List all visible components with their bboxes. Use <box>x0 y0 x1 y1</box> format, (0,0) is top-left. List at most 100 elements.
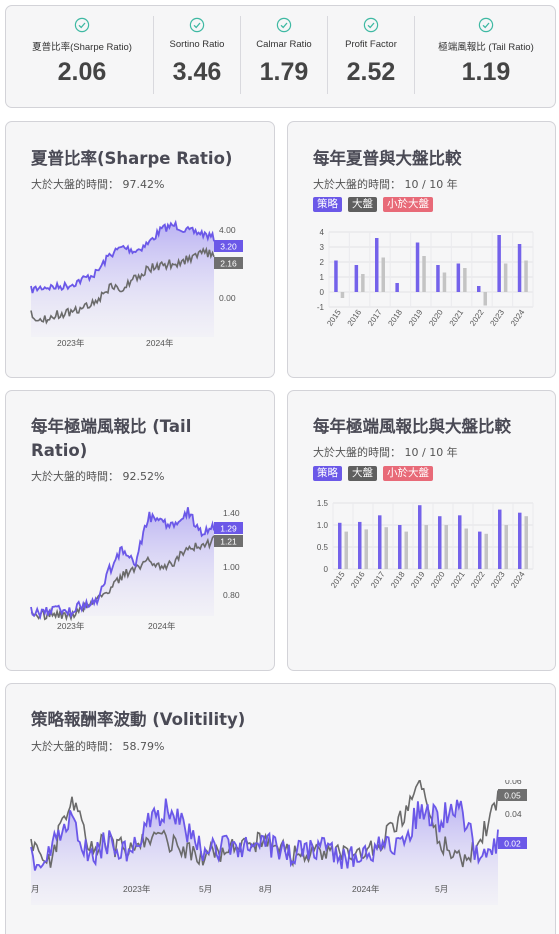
x-tick-label: 5月 <box>435 884 448 894</box>
strategy-area <box>31 222 214 337</box>
strategy-bar <box>378 515 382 569</box>
card-title: 夏普比率(Sharpe Ratio) <box>31 149 233 168</box>
market-bar <box>503 263 508 292</box>
x-tick-label: 2019 <box>409 570 427 590</box>
market-bar <box>361 274 365 292</box>
card-subtitle: 大於大盤的時間： 97.42% <box>31 178 165 191</box>
card-subtitle: 大於大盤的時間： 10 / 10 年 <box>313 178 458 191</box>
market-bar <box>384 527 388 569</box>
check-circle-icon <box>478 17 494 33</box>
card-subtitle: 大於大盤的時間： 92.52% <box>31 470 165 483</box>
strategy-bar <box>518 512 522 569</box>
metric-label: Calmar Ratio <box>256 39 312 50</box>
market-bar <box>404 531 408 569</box>
y-tick-label: 1.00 <box>223 562 240 572</box>
x-tick-label: 2018 <box>386 308 404 328</box>
strategy-end-label-text: 1.29 <box>220 524 237 534</box>
x-tick-label: 2024年 <box>148 621 176 631</box>
y-tick-label: 2 <box>320 258 325 267</box>
metric-profit-factor: Profit Factor 2.52 <box>328 6 414 109</box>
strategy-bar <box>398 525 402 569</box>
market-bar <box>504 525 508 569</box>
legend-strategy: 策略 <box>313 197 342 212</box>
strategy-bar <box>458 515 462 569</box>
metric-value: 2.52 <box>346 58 396 86</box>
y-tick-label: 0 <box>324 565 329 574</box>
x-tick-label: 2023年 <box>123 884 151 894</box>
x-tick-label: 月 <box>31 884 40 894</box>
market-bar <box>464 528 468 569</box>
metric-tail-ratio: 極端風報比 (Tail Ratio) 1.19 <box>415 6 557 109</box>
y-tick-label: 3 <box>320 243 325 252</box>
x-tick-label: 2023 <box>489 570 507 590</box>
strategy-bar <box>354 265 359 292</box>
y-tick-label: 4 <box>320 228 325 237</box>
x-tick-label: 2015 <box>329 570 347 590</box>
strategy-line <box>30 798 499 871</box>
card-title: 每年極端風報比與大盤比較 <box>313 417 511 436</box>
y-tick-label: 1.0 <box>317 521 329 530</box>
x-tick-label: 5月 <box>199 884 212 894</box>
legend-below-market: 小於大盤 <box>383 466 433 481</box>
strategy-bar <box>415 242 420 292</box>
sharpe-compare-card: 每年夏普與大盤比較 大於大盤的時間： 10 / 10 年 策略 大盤 小於大盤 … <box>287 121 556 378</box>
market-bar <box>484 533 488 569</box>
market-bar <box>463 268 467 292</box>
x-tick-label: 2021 <box>449 570 467 590</box>
metric-sortino: Sortino Ratio 3.46 <box>154 6 240 109</box>
metric-label: 極端風報比 (Tail Ratio) <box>438 42 534 53</box>
market-bar <box>424 525 428 569</box>
x-tick-label: 2023 <box>488 308 506 328</box>
market-bar <box>364 529 368 569</box>
x-tick-label: 8月 <box>259 884 272 894</box>
strategy-bar <box>517 244 522 292</box>
y-tick-label: 1.5 <box>317 499 329 508</box>
y-tick-label: 0.04 <box>505 809 522 819</box>
x-tick-label: 2024 <box>509 570 527 590</box>
check-circle-icon <box>74 17 90 33</box>
metric-label: 夏普比率(Sharpe Ratio) <box>32 42 132 53</box>
market-line <box>30 535 215 622</box>
volatility-card: 策略報酬率波動 (Volitility) 大於大盤的時間： 58.79% 0.0… <box>5 683 556 934</box>
x-tick-label: 2021 <box>448 308 466 328</box>
check-circle-icon <box>189 17 205 33</box>
market-bar <box>344 531 348 569</box>
y-tick-label: 0.80 <box>223 590 240 600</box>
divider <box>414 16 415 94</box>
strategy-bar <box>395 283 399 292</box>
tail-line-chart: 1.40 1.00 0.80 2023年 2024年 1.29 1.21 <box>30 507 243 631</box>
metric-value: 2.06 <box>57 58 107 86</box>
tail-card: 每年極端風報比 (Tail Ratio) 大於大盤的時間： 92.52% 1.4… <box>5 390 275 671</box>
strategy-end-label <box>214 522 243 534</box>
strategy-end-label-text: 0.02 <box>504 839 521 849</box>
market-bar <box>381 257 385 292</box>
x-tick-label: 2015 <box>325 308 343 328</box>
card-subtitle: 大於大盤的時間： 58.79% <box>31 740 165 753</box>
strategy-bar <box>497 235 501 292</box>
metric-label: Sortino Ratio <box>169 39 225 50</box>
x-tick-label: 2022 <box>469 570 487 590</box>
x-tick-label: 2024年 <box>146 338 174 348</box>
market-bar <box>340 292 345 298</box>
card-subtitle: 大於大盤的時間： 10 / 10 年 <box>313 446 458 459</box>
x-tick-label: 2024年 <box>352 884 380 894</box>
metric-value: 3.46 <box>172 58 222 86</box>
strategy-end-label <box>214 240 243 252</box>
divider <box>153 16 154 94</box>
card-title: 策略報酬率波動 (Volitility) <box>31 710 246 729</box>
y-tick-label: -1 <box>317 303 325 312</box>
metric-value: 1.79 <box>259 58 309 86</box>
strategy-area <box>31 507 214 617</box>
metric-label: Profit Factor <box>345 39 397 50</box>
market-bar <box>524 260 528 292</box>
strategy-end-label <box>498 837 527 849</box>
market-bar <box>422 256 426 292</box>
legend-below-market: 小於大盤 <box>383 197 433 212</box>
legend-market: 大盤 <box>348 466 377 481</box>
strategy-line <box>30 219 215 294</box>
x-tick-label: 2017 <box>369 570 387 590</box>
x-tick-label: 2024 <box>509 308 527 328</box>
metric-value: 1.19 <box>461 58 511 86</box>
x-tick-label: 2017 <box>366 308 384 328</box>
